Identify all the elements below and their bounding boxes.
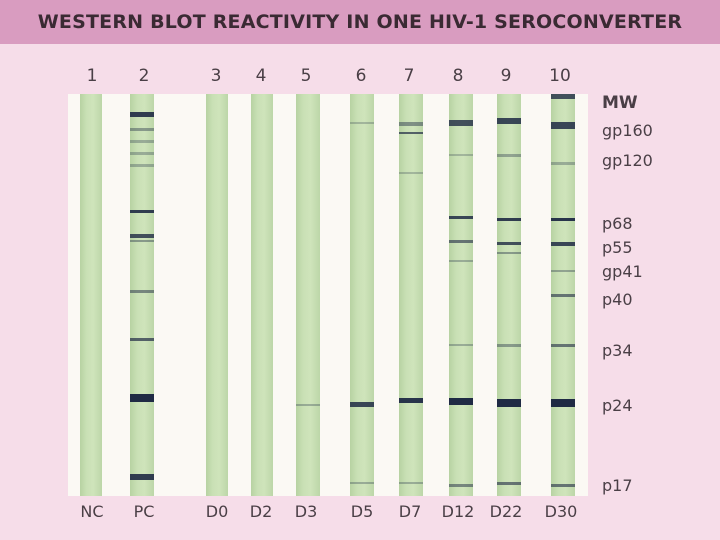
- blot-band: [551, 399, 575, 407]
- blot-band: [350, 482, 374, 484]
- blot-band: [551, 242, 575, 246]
- blot-band: [130, 152, 154, 155]
- blot-strip-d3: [296, 94, 320, 496]
- lane-number: 9: [500, 66, 512, 86]
- blot-band: [399, 398, 423, 403]
- blot-band: [130, 112, 154, 117]
- mw-marker-p17: p17: [602, 476, 633, 495]
- lane-label: D30: [544, 502, 578, 521]
- blot-band: [130, 290, 154, 293]
- lane-label: D3: [294, 502, 318, 521]
- lane-label: D5: [350, 502, 374, 521]
- lane-number: 2: [138, 66, 150, 86]
- lane-label: D0: [205, 502, 229, 521]
- lane-number: 5: [300, 66, 312, 86]
- lane-number: 8: [452, 66, 464, 86]
- mw-marker-p24: p24: [602, 396, 633, 415]
- blot-band: [130, 240, 154, 242]
- blot-band: [497, 118, 521, 124]
- mw-header: MW: [602, 93, 638, 113]
- blot-band: [350, 122, 374, 124]
- blot-band: [551, 94, 575, 99]
- blot-band: [497, 399, 521, 407]
- blot-band: [130, 128, 154, 131]
- lane-number: 1: [86, 66, 98, 86]
- blot-band: [130, 210, 154, 213]
- blot-band: [497, 482, 521, 485]
- blot-strip-d2: [251, 94, 273, 496]
- lane-label: PC: [133, 502, 155, 521]
- blot-band: [350, 402, 374, 407]
- blot-band: [130, 338, 154, 341]
- lane-label: D2: [249, 502, 273, 521]
- page-title: WESTERN BLOT REACTIVITY IN ONE HIV-1 SER…: [37, 11, 683, 33]
- blot-strip-d5: [350, 94, 374, 496]
- blot-band: [449, 260, 473, 262]
- blot-band: [551, 294, 575, 297]
- mw-marker-gp120: gp120: [602, 151, 653, 170]
- blot-strip-d0: [206, 94, 228, 496]
- blot-band: [296, 404, 320, 406]
- blot-strip-d22: [497, 94, 521, 496]
- lane-label: D22: [489, 502, 523, 521]
- blot-panel: [68, 94, 588, 496]
- mw-marker-gp160: gp160: [602, 121, 653, 140]
- blot-band: [130, 140, 154, 143]
- blot-band: [551, 122, 575, 129]
- blot-band: [399, 482, 423, 484]
- blot-strip-nc: [80, 94, 102, 496]
- blot-band: [551, 484, 575, 487]
- blot-band: [130, 474, 154, 480]
- lane-number: 3: [210, 66, 222, 86]
- mw-marker-p34: p34: [602, 341, 633, 360]
- lane-number: 10: [549, 66, 571, 86]
- blot-band: [449, 240, 473, 243]
- blot-band: [497, 344, 521, 347]
- blot-band: [449, 154, 473, 156]
- blot-band: [449, 344, 473, 346]
- blot-strip-d12: [449, 94, 473, 496]
- lane-label: D7: [398, 502, 422, 521]
- blot-band: [551, 270, 575, 272]
- blot-strip-d30: [551, 94, 575, 496]
- blot-strip-d7: [399, 94, 423, 496]
- blot-band: [399, 122, 423, 126]
- mw-marker-p40: p40: [602, 290, 633, 309]
- blot-band: [551, 344, 575, 347]
- blot-band: [130, 234, 154, 238]
- mw-marker-p55: p55: [602, 238, 633, 257]
- blot-band: [497, 242, 521, 245]
- blot-strip-pc: [130, 94, 154, 496]
- lane-number: 7: [403, 66, 415, 86]
- blot-band: [130, 164, 154, 167]
- blot-band: [497, 218, 521, 221]
- blot-band: [399, 132, 423, 134]
- blot-band: [551, 162, 575, 165]
- blot-band: [130, 394, 154, 402]
- blot-band: [449, 484, 473, 487]
- blot-band: [551, 218, 575, 221]
- blot-band: [497, 252, 521, 254]
- title-bar: WESTERN BLOT REACTIVITY IN ONE HIV-1 SER…: [0, 0, 720, 44]
- lane-label: NC: [80, 502, 104, 521]
- lane-number: 4: [255, 66, 267, 86]
- blot-band: [497, 154, 521, 157]
- mw-marker-gp41: gp41: [602, 262, 643, 281]
- lane-number: 6: [355, 66, 367, 86]
- blot-band: [399, 172, 423, 174]
- blot-band: [449, 398, 473, 405]
- mw-marker-p68: p68: [602, 214, 633, 233]
- lane-label: D12: [441, 502, 475, 521]
- blot-band: [449, 216, 473, 219]
- blot-band: [449, 120, 473, 126]
